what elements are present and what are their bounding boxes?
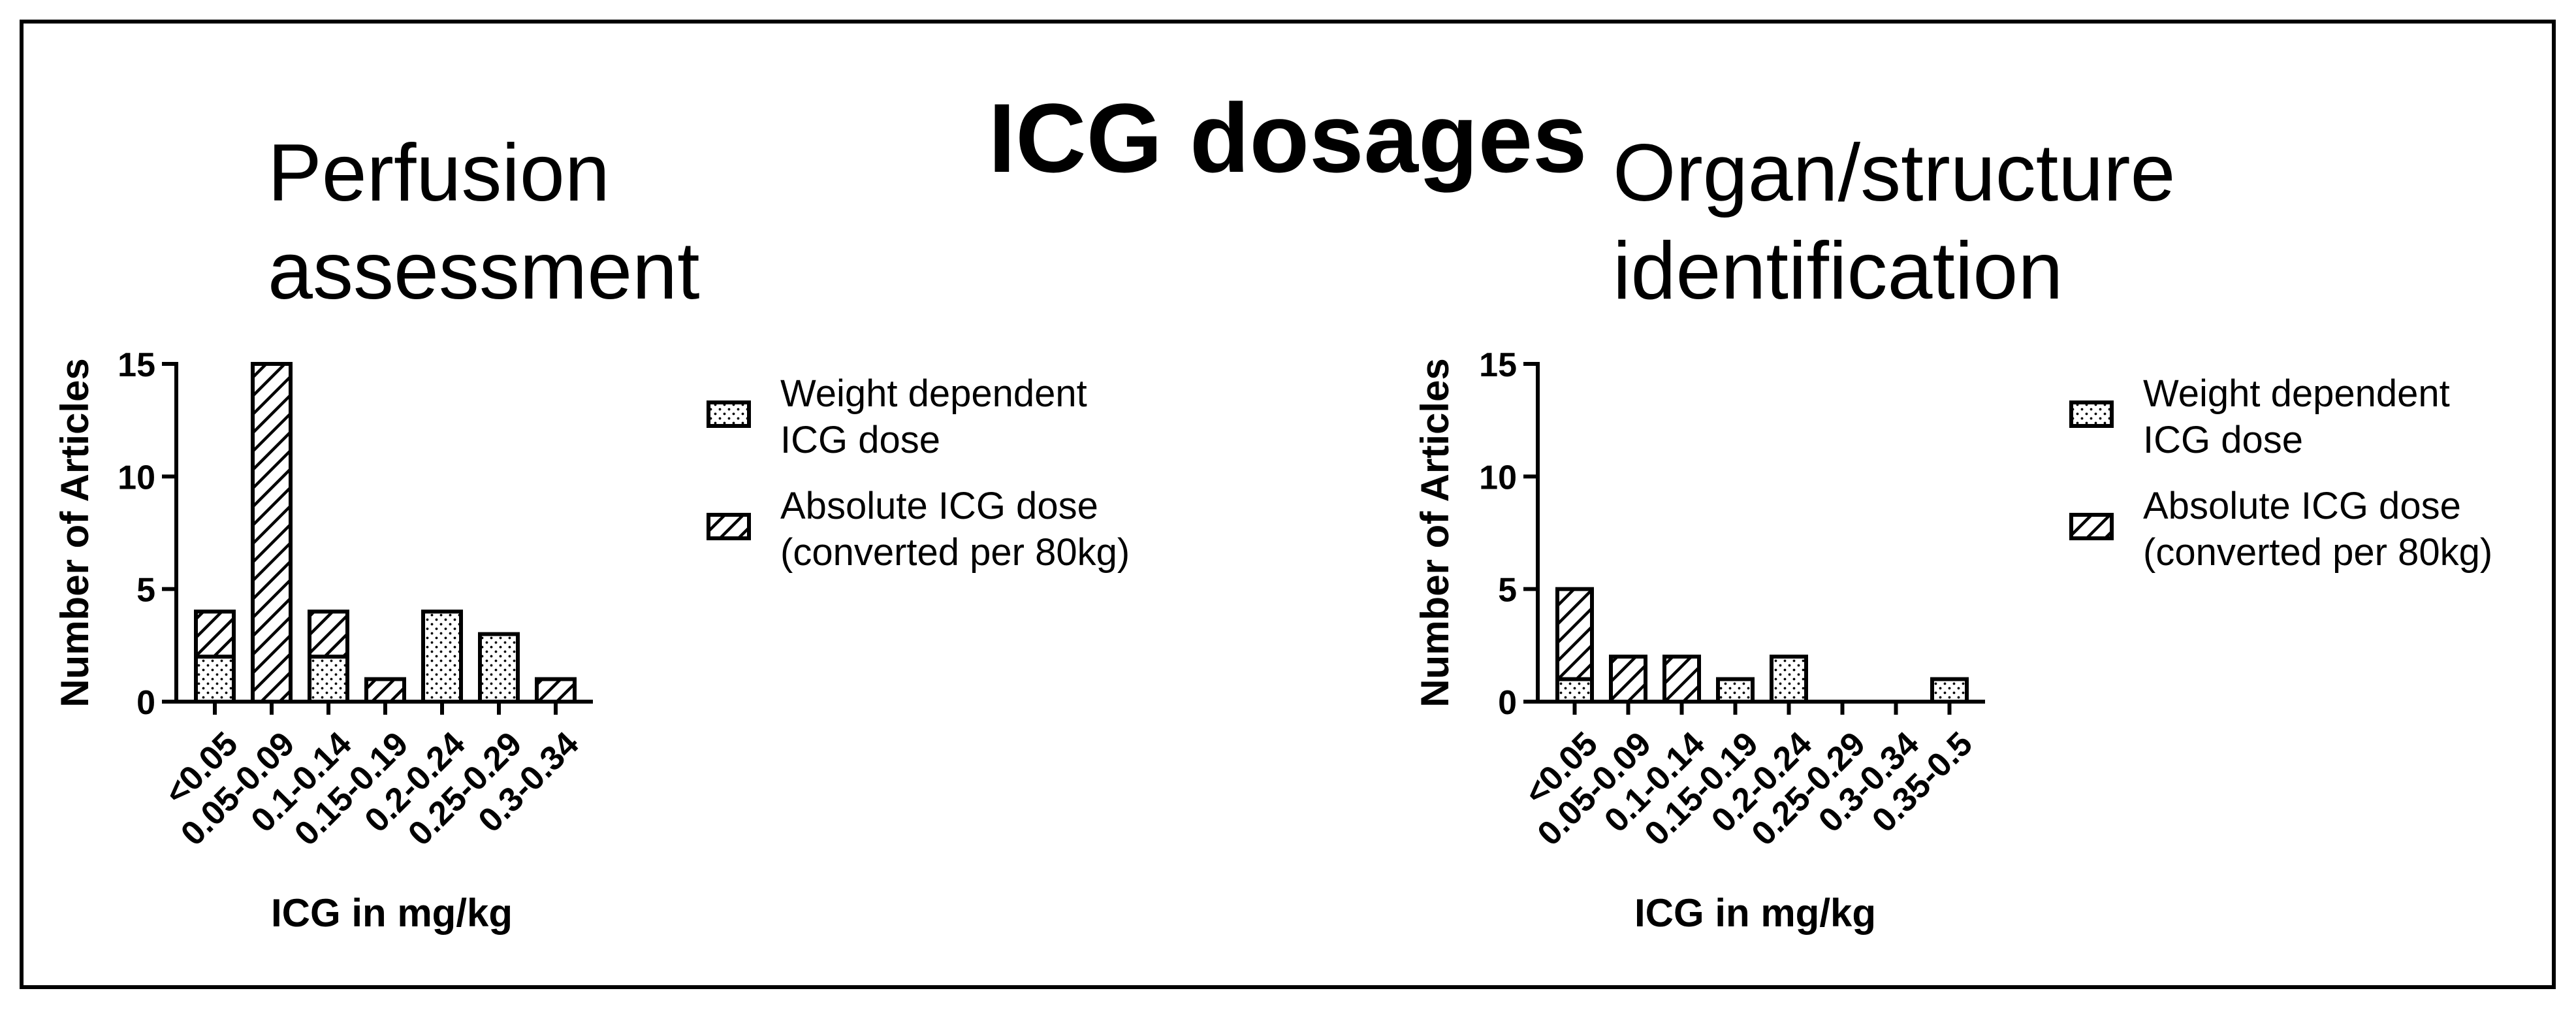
panel-title-line-1: Perfusion — [268, 128, 610, 218]
bar-segment — [421, 610, 463, 704]
bar-segment — [535, 677, 577, 704]
y-axis-label: Number of Articles — [53, 358, 97, 708]
legend-swatch — [2069, 513, 2114, 540]
x-axis-label: ICG in mg/kg — [271, 891, 513, 935]
y-tick-label: 15 — [1479, 346, 1517, 384]
panel-title-line-1: Organ/structure — [1613, 128, 2176, 218]
legend-label: ICG dose — [2143, 419, 2303, 461]
bar-segment — [308, 655, 349, 704]
bar-segment — [1555, 587, 1594, 681]
figure-title: ICG dosages — [988, 83, 1587, 193]
bar-segment — [1555, 677, 1594, 704]
legend-label: (converted per 80kg) — [2143, 531, 2492, 574]
legend-label: Absolute ICG dose — [780, 485, 1098, 527]
bar-segment — [194, 655, 236, 704]
legend-label: Absolute ICG dose — [2143, 485, 2461, 527]
legend-swatch — [707, 513, 751, 540]
y-tick-label: 10 — [1479, 459, 1517, 497]
legend-label: Weight dependent — [780, 372, 1087, 415]
bar-segment — [364, 677, 406, 704]
chart-perfusion-assessment: <0.050.05-0.090.1-0.140.15-0.190.2-0.240… — [53, 346, 1130, 935]
y-tick-label: 5 — [1498, 572, 1517, 610]
bar-segment — [194, 610, 236, 659]
panel-title-line-2: identification — [1613, 226, 2063, 316]
bar-segment — [308, 610, 349, 659]
panel-title-organ: Organ/structure identification — [1613, 124, 2175, 320]
bar-segment — [251, 362, 293, 704]
legend-swatch — [707, 400, 751, 428]
y-tick-label: 15 — [118, 346, 155, 384]
figure-frame: ICG dosages — [20, 20, 2556, 989]
chart-organ-structure-identification: <0.050.05-0.090.1-0.140.15-0.190.2-0.240… — [1413, 346, 2492, 935]
bar-segment — [1609, 655, 1647, 704]
x-axis-label: ICG in mg/kg — [1634, 891, 1876, 935]
y-tick-label: 5 — [136, 572, 155, 610]
y-axis-label: Number of Articles — [1413, 358, 1457, 708]
y-tick-label: 0 — [136, 684, 155, 722]
legend-label: ICG dose — [780, 419, 940, 461]
panel-title-line-2: assessment — [268, 226, 700, 316]
bar-segment — [1662, 655, 1701, 704]
legend-swatch — [2069, 400, 2114, 428]
panel-title-perfusion: Perfusion assessment — [268, 124, 700, 320]
y-tick-label: 10 — [118, 459, 155, 497]
bar-segment — [1930, 677, 1969, 704]
bar-segment — [478, 632, 520, 704]
legend-label: (converted per 80kg) — [780, 531, 1130, 574]
bar-segment — [1770, 655, 1808, 704]
bar-segment — [1716, 677, 1755, 704]
legend-label: Weight dependent — [2143, 372, 2450, 415]
y-tick-label: 0 — [1498, 684, 1517, 722]
